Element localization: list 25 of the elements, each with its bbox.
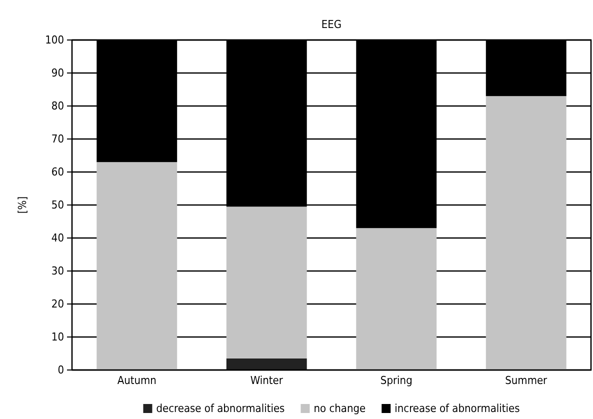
y-tick-label: 50 <box>51 198 64 212</box>
bar <box>96 162 178 370</box>
x-tick-label: Spring <box>380 374 412 387</box>
legend-label: decrease of abnormalities <box>156 402 285 415</box>
legend-label: no change <box>314 402 366 415</box>
x-tick-label: Autumn <box>117 374 156 387</box>
y-tick-label: 30 <box>51 264 64 278</box>
y-tick-label: 10 <box>51 330 64 344</box>
x-tick-label: Summer <box>505 374 548 387</box>
y-tick-label: 60 <box>51 166 64 179</box>
x-tick-label: Winter <box>250 374 284 387</box>
y-tick-label: 70 <box>51 132 64 146</box>
y-tick-label: 100 <box>45 34 64 47</box>
bar <box>486 96 566 370</box>
bar <box>226 358 307 370</box>
y-axis-title: [%] <box>16 196 29 214</box>
chart-title: EEG <box>321 18 342 31</box>
y-tick-label: 20 <box>51 298 64 311</box>
y-tick-label: 40 <box>51 232 64 245</box>
bar <box>226 206 307 358</box>
y-tick-label: 0 <box>58 364 64 377</box>
legend-label: increase of abnormalities <box>394 402 520 415</box>
bar <box>356 228 437 370</box>
y-tick-label: 90 <box>51 66 64 80</box>
y-tick-label: 80 <box>51 100 64 113</box>
